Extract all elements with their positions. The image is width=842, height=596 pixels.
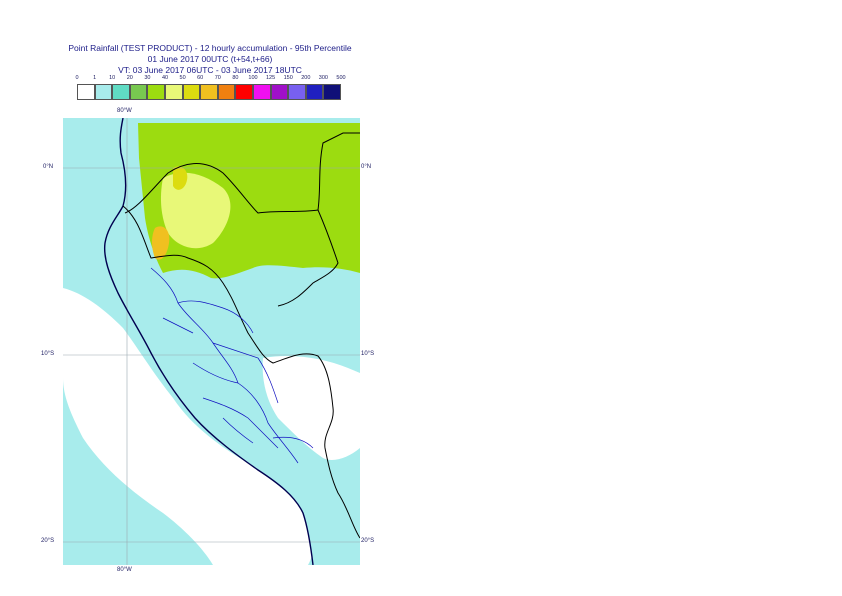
legend-swatch (253, 84, 271, 100)
legend-swatch (288, 84, 306, 100)
legend-swatch (77, 84, 95, 100)
legend-swatch (200, 84, 218, 100)
map-valid-time: VT: 03 June 2017 06UTC - 03 June 2017 18… (118, 65, 302, 75)
legend-swatch (217, 84, 236, 100)
legend-tick-label: 50 (179, 75, 186, 81)
graticule (63, 118, 360, 565)
lon-label-top: 80°W (117, 108, 132, 114)
legend-swatch (129, 84, 148, 100)
national-borders (122, 132, 361, 539)
legend-tick-label: 500 (336, 75, 346, 81)
map-run-time: 01 June 2017 00UTC (t+54,t+66) (147, 54, 273, 64)
rainfall-map (63, 117, 361, 566)
legend-swatch (112, 84, 130, 100)
light-rain-area (160, 172, 231, 249)
legend-tick-label: 80 (232, 75, 239, 81)
legend-tick-label: 150 (283, 75, 293, 81)
legend-tick-label: 10 (109, 75, 116, 81)
legend-tick-label: 1 (93, 75, 97, 81)
legend-swatch (305, 84, 324, 100)
map-panel: 0°N 0°N 10°S 10°S 20°S 20°S 80°W 80°W (41, 108, 374, 573)
legend-swatch (323, 84, 341, 100)
legend-swatch (165, 84, 183, 100)
legend-tick-label: 100 (248, 75, 258, 81)
lat-label-20s: 20°S (41, 538, 55, 544)
coastline (103, 117, 314, 566)
legend-swatch (182, 84, 201, 100)
lon-label-bottom: 80°W (117, 567, 132, 573)
lat-label-10s-right: 10°S (361, 351, 375, 357)
legend-tick-label: 70 (214, 75, 221, 81)
legend-tick-label: 300 (318, 75, 328, 81)
map-title: Point Rainfall (TEST PRODUCT) - 12 hourl… (68, 43, 352, 53)
legend-tick-label: 30 (144, 75, 151, 81)
lat-label-20s-right: 20°S (361, 538, 375, 544)
heavy-rain-area (152, 226, 170, 260)
regional-boundaries (150, 267, 314, 464)
legend-swatch (235, 84, 253, 100)
legend-tick-label: 0 (75, 75, 79, 81)
legend-swatch (94, 84, 113, 100)
legend-tick-label: 200 (301, 75, 311, 81)
low-rain-ocean-area-south (233, 536, 288, 565)
legend-swatch (270, 84, 289, 100)
legend-swatch (147, 84, 165, 100)
legend-tick-label: 125 (266, 75, 276, 81)
moderate-heavy-rain-area (173, 166, 188, 190)
legend-tick-label: 20 (126, 75, 133, 81)
lat-label-10s: 10°S (41, 351, 55, 357)
legend-tick-label: 60 (197, 75, 204, 81)
legend-tick-label: 40 (161, 75, 169, 81)
lat-label-0: 0°N (43, 164, 54, 170)
low-rain-ocean-area (63, 288, 314, 565)
lat-label-0-right: 0°N (361, 164, 372, 170)
no-rain-land-area (262, 356, 360, 460)
